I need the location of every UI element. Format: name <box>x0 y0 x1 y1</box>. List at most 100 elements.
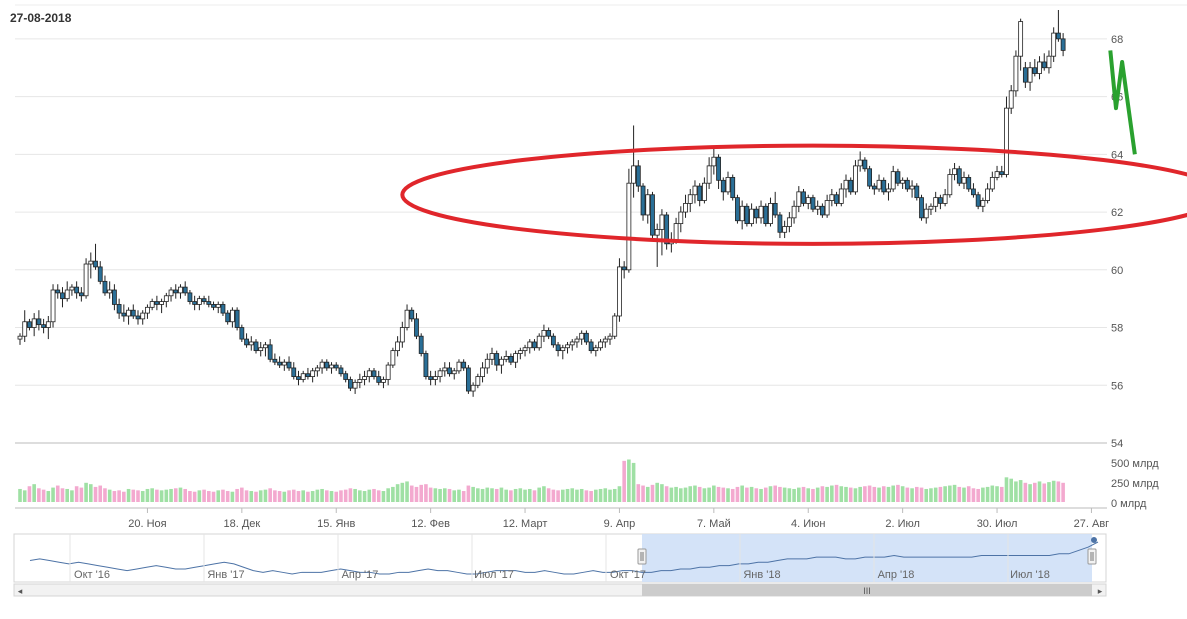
volume-bar <box>546 488 551 502</box>
volume-bar <box>664 486 669 502</box>
volume-bar <box>192 491 197 502</box>
scroll-left-arrow[interactable]: ◂ <box>18 586 23 596</box>
volume-bar <box>527 488 532 502</box>
volume-bar <box>608 489 612 502</box>
volume-bar <box>759 488 763 502</box>
candle-body <box>532 341 537 349</box>
volume-bar <box>565 488 570 502</box>
volume-bar <box>896 484 900 502</box>
candle-body <box>451 370 457 375</box>
volume-bar <box>523 489 527 502</box>
candle-body <box>418 335 424 354</box>
candle-body <box>683 203 688 213</box>
candle-body <box>343 373 349 380</box>
candle-body <box>593 347 599 352</box>
candle-body <box>324 361 330 369</box>
candle-body <box>999 171 1005 175</box>
volume-bar <box>891 485 895 502</box>
volume-bar <box>428 487 433 502</box>
volume-bar <box>329 491 334 502</box>
candle-body <box>527 341 533 349</box>
candle-body <box>971 188 976 196</box>
candle-body <box>730 177 736 199</box>
scrollbar-thumb[interactable] <box>642 584 1092 596</box>
candles <box>17 10 1066 397</box>
navigator[interactable]: Окт '16 Янв '17 Апр '17 Июл '17 Окт '17 Янв '… <box>13 533 1107 597</box>
candle-body <box>522 347 528 352</box>
candle-body <box>88 260 94 265</box>
candle-body <box>178 286 183 294</box>
candle-body <box>975 194 981 207</box>
volume-bar <box>872 486 877 502</box>
navigator-handle[interactable] <box>1087 548 1097 565</box>
volume-bar <box>46 491 51 502</box>
candle-body <box>22 321 28 337</box>
volume-bar <box>707 487 711 502</box>
volume-bar <box>334 491 339 502</box>
candle-body <box>239 327 245 340</box>
volume-bar <box>136 490 140 502</box>
volume-bar <box>287 490 291 502</box>
scroll-right-arrow[interactable]: ▸ <box>1098 586 1103 596</box>
highlight-ellipse <box>400 143 1187 246</box>
volume-bar <box>641 485 645 502</box>
candle-body <box>201 298 207 302</box>
candle-body <box>820 205 825 216</box>
volume-bar <box>995 486 999 502</box>
volume-bar <box>391 486 395 502</box>
volume-bar <box>461 491 466 502</box>
candle-body <box>862 159 868 170</box>
volume-bar <box>938 486 943 502</box>
navigator-handle[interactable] <box>637 548 647 565</box>
volume-bar <box>409 485 414 502</box>
volume-bar <box>494 488 499 502</box>
price-tick-label: 68 <box>1111 34 1123 46</box>
candle-body <box>45 321 51 328</box>
candle-body <box>211 304 216 308</box>
volume-bar <box>683 487 688 502</box>
candle-body <box>154 301 160 305</box>
candle-body <box>678 211 684 225</box>
candle-body <box>631 165 636 184</box>
candle-body <box>871 185 877 190</box>
volume-bar <box>584 490 589 502</box>
volume-bar <box>645 486 650 502</box>
volume-bar <box>1018 480 1023 502</box>
candle-body <box>267 344 273 360</box>
volume-bar <box>679 488 683 502</box>
volume-bar <box>485 487 490 502</box>
candle-body <box>1041 61 1047 69</box>
volume-bar <box>395 484 400 502</box>
candle-body <box>55 289 61 294</box>
candle-body <box>286 361 292 369</box>
candle-body <box>900 179 906 184</box>
navigator-label: Апр '17 <box>342 569 379 581</box>
candle-body <box>1046 55 1052 69</box>
candle-body <box>890 171 896 190</box>
volume-bar <box>518 488 523 502</box>
candle-body <box>687 194 693 204</box>
volume-bar <box>98 485 103 502</box>
candle-body <box>923 208 929 219</box>
candle-body <box>942 194 948 204</box>
volume-bar <box>915 486 919 502</box>
candle-body <box>706 165 712 184</box>
volume-bar <box>603 488 608 502</box>
price-tick-label: 54 <box>1111 438 1123 450</box>
volume-bar <box>957 486 962 502</box>
volume-bar <box>84 482 88 502</box>
volume-bar <box>919 487 924 502</box>
candle-body <box>867 168 872 187</box>
candle-body <box>768 203 773 225</box>
volume-bar <box>929 488 933 502</box>
volume-bar <box>1028 484 1032 502</box>
volume-bar <box>339 490 343 502</box>
candle-body <box>149 301 155 308</box>
volume-bar <box>1047 482 1051 502</box>
volume-bar <box>244 490 249 502</box>
candle-body <box>499 358 504 366</box>
volume-bar <box>381 491 386 502</box>
candle-body <box>248 341 254 346</box>
candle-body <box>1032 67 1038 74</box>
